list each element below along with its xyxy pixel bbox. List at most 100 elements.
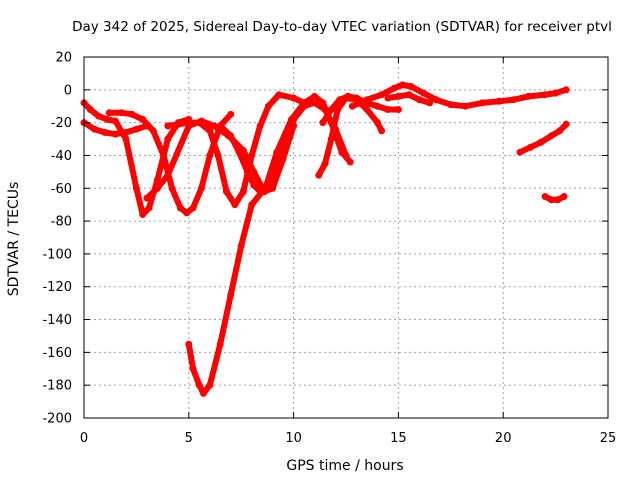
data-point [122,135,130,143]
data-point [552,89,560,97]
data-point [516,148,524,156]
data-point [174,120,182,128]
data-point [524,92,532,100]
data-point [206,127,214,135]
data-point [200,389,207,397]
data-point [111,130,119,138]
y-tick-label: -20 [51,116,72,131]
data-series [185,188,266,397]
y-axis-title: SDTVAR / TECUs [6,182,22,297]
data-point [288,115,295,123]
data-point [111,117,119,125]
y-tick-label: -40 [51,149,72,164]
data-point [164,171,172,179]
data-point [132,125,140,133]
x-tick-label: 20 [495,431,512,446]
data-point [378,91,386,99]
data-point [214,152,222,159]
data-point [244,168,251,176]
x-tick-label: 0 [80,431,88,446]
data-points [80,81,570,397]
y-tick-label: -60 [51,182,72,197]
x-tick-label: 5 [185,431,193,446]
data-point [269,184,277,192]
data-point [311,92,319,100]
data-point [105,109,113,117]
chart-title: Day 342 of 2025, Sidereal Day-to-day VTE… [72,19,612,35]
data-point [103,115,111,123]
data-point [478,99,486,107]
data-point [101,129,109,136]
data-point [264,102,272,110]
x-tick-label: 25 [600,431,617,446]
data-point [346,158,354,166]
x-axis-title: GPS time / hours [286,458,403,474]
data-point [239,188,247,196]
data-point [256,122,264,130]
data-point [195,119,203,127]
data-point [426,99,434,107]
y-tick-label: -180 [42,379,72,394]
data-point [250,181,258,189]
data-point [206,152,214,159]
data-point [319,99,327,107]
data-point [462,102,469,110]
data-point [91,125,98,133]
data-point [384,106,392,113]
data-point [556,127,564,135]
data-point [143,194,151,202]
data-point [407,83,415,90]
data-point [231,201,239,209]
data-point [348,102,356,110]
data-point [537,138,545,146]
y-tick-label: -200 [42,412,72,427]
data-point [384,94,392,102]
data-point [164,122,172,130]
data-point [223,188,230,196]
data-point [168,184,176,192]
data-point [394,92,402,100]
data-point [210,122,218,130]
data-point [373,102,381,110]
data-point [128,110,136,118]
data-point [189,204,197,212]
data-point [336,96,344,104]
data-point [250,168,258,176]
y-tick-label: -80 [51,215,72,230]
data-point [227,132,235,140]
data-point [237,242,245,250]
data-point [227,291,235,299]
data-point [183,209,191,217]
data-point [541,91,549,99]
data-point [415,96,423,104]
data-point [145,204,153,212]
data-point [185,340,193,348]
data-point [95,112,103,120]
data-point [321,160,329,168]
data-point [195,381,203,389]
data-point [338,148,346,156]
data-point [153,184,161,192]
data-point [118,109,126,117]
data-point [185,119,193,127]
data-point [327,106,335,113]
data-point [176,204,184,212]
data-point [554,196,562,204]
data-point [399,81,407,89]
data-point [139,211,147,218]
data-point [420,89,428,97]
data-point [447,101,455,109]
data-point [275,91,283,99]
data-point [547,132,555,140]
data-point [216,340,224,348]
data-point [378,127,386,135]
data-point [353,94,360,102]
data-point [560,193,568,200]
data-point [260,188,268,196]
data-point [315,171,323,179]
x-tick-label: 15 [390,431,407,446]
data-point [390,84,398,92]
data-point [235,148,243,156]
